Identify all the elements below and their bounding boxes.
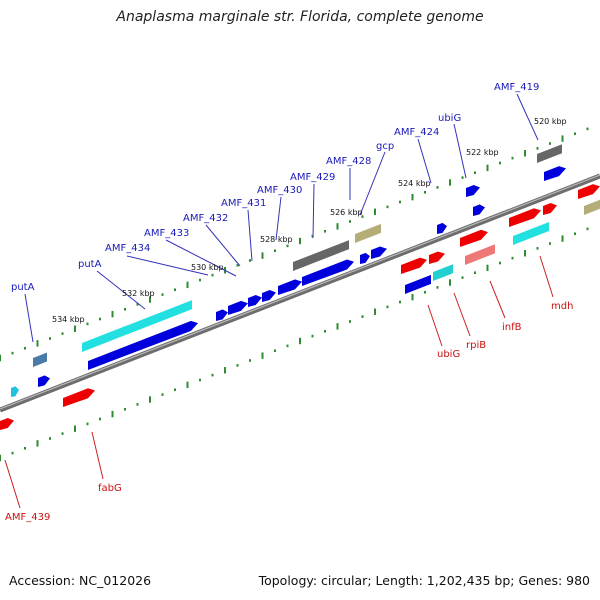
leader-line-top xyxy=(24,293,34,343)
feature-puta-blue xyxy=(88,317,198,370)
genome-summary-text: Topology: circular; Length: 1,202,435 bp… xyxy=(258,573,590,588)
feature-ubig-blue-3 xyxy=(473,201,485,216)
feature-khaki-edge xyxy=(584,198,600,215)
gene-label-ubig-top: ubiG xyxy=(438,113,461,124)
feature-mdh-cyan xyxy=(513,218,554,245)
gene-features xyxy=(0,141,600,430)
feature-amf-432 xyxy=(248,291,262,307)
kbp-label-526: 526 kbp xyxy=(330,208,363,217)
gene-label-rpib: rpiB xyxy=(466,340,486,351)
feature-puta-small xyxy=(33,349,52,367)
leader-line-bottom xyxy=(539,255,554,298)
feature-amf-439-red xyxy=(0,414,14,430)
leader-line-top xyxy=(165,239,237,277)
feature-ubig-blue-1 xyxy=(437,219,448,234)
feature-gcp-blue xyxy=(360,249,371,264)
leader-line-top xyxy=(417,138,432,184)
feature-amf-433 xyxy=(228,297,248,315)
gene-label-amf-431: AMF_431 xyxy=(221,198,266,209)
leader-line-bottom xyxy=(91,431,104,480)
gene-label-mdh: mdh xyxy=(551,301,573,312)
gene-label-amf-419: AMF_419 xyxy=(494,82,539,93)
gene-label-infb: infB xyxy=(502,322,522,333)
feature-rpib-cyan xyxy=(433,261,458,281)
accession-text: Accession: NC_012026 xyxy=(9,573,152,588)
gene-label-ubig-bottom: ubiG xyxy=(437,349,460,360)
gene-label-amf-433: AMF_433 xyxy=(144,228,189,239)
feature-infb-pink xyxy=(465,241,500,265)
gene-label-amf-429: AMF_429 xyxy=(290,172,335,183)
gene-label-amf-428: AMF_428 xyxy=(326,156,371,167)
gene-label-amf-434: AMF_434 xyxy=(105,243,150,254)
kbp-label-534: 534 kbp xyxy=(52,315,85,324)
kbp-label-524: 524 kbp xyxy=(398,179,431,188)
leader-line-top xyxy=(453,123,467,179)
feature-amf-419-gray xyxy=(537,141,567,163)
feature-rpib-red xyxy=(429,248,445,264)
leader-line-top xyxy=(312,183,315,239)
feature-amf-430 xyxy=(278,276,302,295)
leader-line-top xyxy=(205,224,241,267)
feature-gcp-khaki xyxy=(355,220,386,243)
gene-label-gcp: gcp xyxy=(376,141,394,152)
gene-label-amf-439: AMF_439 xyxy=(5,512,50,523)
leader-line-top xyxy=(247,209,253,262)
feature-infb-red xyxy=(460,226,488,247)
feature-amf-431 xyxy=(262,286,276,302)
label-leader-lines xyxy=(4,93,554,509)
feature-red-edge xyxy=(578,181,600,199)
leader-line-top xyxy=(516,93,539,141)
gene-label-amf-432: AMF_432 xyxy=(183,213,228,224)
leader-line-top xyxy=(96,270,146,310)
map-title: Anaplasma marginale str. Florida, comple… xyxy=(116,9,484,25)
leader-line-top xyxy=(359,151,386,216)
leader-line-top xyxy=(126,255,209,276)
feature-ubig-red xyxy=(401,254,427,274)
leader-line-top xyxy=(275,196,282,241)
gene-label-amf-430: AMF_430 xyxy=(257,185,302,196)
feature-amf-434 xyxy=(216,306,228,321)
kbp-label-532: 532 kbp xyxy=(122,289,155,298)
kbp-label-528: 528 kbp xyxy=(260,235,293,244)
feature-amf-419-blue xyxy=(544,163,566,181)
feature-ubig-blue-2 xyxy=(466,181,480,197)
feature-amf-428 xyxy=(302,256,354,286)
gene-label-puta-2: putA xyxy=(11,282,35,293)
feature-red-small xyxy=(543,199,557,215)
feature-cyan-marker xyxy=(11,383,21,397)
leader-line-bottom xyxy=(489,280,506,319)
feature-puta-cyan xyxy=(82,297,197,352)
gene-label-puta-1: putA xyxy=(78,259,102,270)
genome-backbone xyxy=(0,173,600,413)
gene-label-fabg: fabG xyxy=(98,483,122,494)
gene-label-amf-424: AMF_424 xyxy=(394,127,439,138)
feature-mdh-red xyxy=(509,205,541,227)
leader-line-bottom xyxy=(4,459,21,509)
leader-line-bottom xyxy=(453,292,471,337)
kbp-label-520: 520 kbp xyxy=(534,117,567,126)
feature-amf-429-gray xyxy=(293,237,354,271)
feature-fabg-red xyxy=(63,385,95,407)
feature-amf-424 xyxy=(371,243,387,259)
feature-puta-blue-small xyxy=(38,372,50,387)
leader-line-bottom xyxy=(427,304,443,347)
kbp-label-522: 522 kbp xyxy=(466,148,499,157)
tick-rows xyxy=(0,127,589,462)
feature-ubig-blue-lower xyxy=(405,271,436,294)
kbp-label-530: 530 kbp xyxy=(191,263,224,272)
